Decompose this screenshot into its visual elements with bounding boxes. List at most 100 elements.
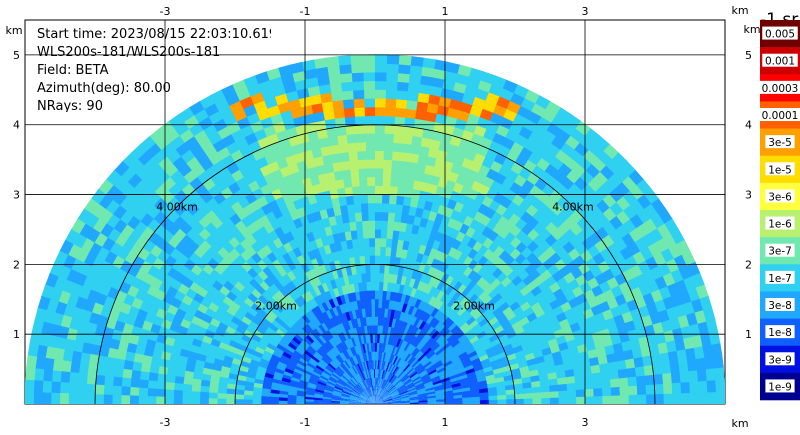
range-gate <box>382 360 386 371</box>
range-gate <box>398 257 407 268</box>
range-gate <box>330 152 341 164</box>
range-gate <box>421 345 431 354</box>
range-gate <box>337 55 352 66</box>
range-gate <box>436 349 447 358</box>
range-gate <box>226 378 238 385</box>
range-gate <box>465 315 477 326</box>
range-gate <box>435 299 444 310</box>
range-gate <box>271 248 283 260</box>
range-gate <box>260 396 271 401</box>
range-gate <box>397 370 405 379</box>
range-gate <box>359 264 366 274</box>
range-gate <box>405 342 413 353</box>
range-gate <box>303 349 313 358</box>
range-gate <box>327 135 339 147</box>
range-gate <box>210 369 221 378</box>
range-gate <box>366 281 371 291</box>
range-gate <box>427 397 437 401</box>
range-gate <box>432 359 443 367</box>
range-gate <box>400 395 410 399</box>
range-gate <box>392 309 399 320</box>
range-gate <box>478 317 489 328</box>
range-gate <box>321 282 330 293</box>
range-gate <box>376 377 378 387</box>
range-gate <box>293 235 304 248</box>
range-gate <box>412 348 421 358</box>
range-gate <box>407 82 421 93</box>
range-gate <box>393 336 400 347</box>
range-gate <box>441 379 452 385</box>
range-gate <box>356 353 362 363</box>
colorbar-tick-label: 3e-7 <box>768 246 792 258</box>
range-gate <box>353 374 361 383</box>
range-gate <box>237 320 249 331</box>
range-gate <box>420 281 429 293</box>
range-gate <box>396 72 410 83</box>
range-gate <box>305 386 316 392</box>
range-gate <box>448 373 459 380</box>
colorbar-label-bg <box>765 135 795 149</box>
range-gate <box>370 281 375 291</box>
range-gate <box>454 344 465 354</box>
range-gate <box>390 282 397 293</box>
range-gate <box>41 284 55 300</box>
range-gate <box>612 341 624 354</box>
range-gate <box>340 81 353 92</box>
range-gate <box>312 327 322 338</box>
range-gate <box>427 395 437 399</box>
range-gate <box>413 317 421 327</box>
range-gate <box>143 312 156 325</box>
range-gate <box>425 155 437 167</box>
colorbar-tick-label: 0.0001 <box>762 110 799 122</box>
range-gate <box>558 396 569 404</box>
range-gate <box>315 128 328 140</box>
range-gate <box>470 282 481 294</box>
range-gate <box>319 345 329 354</box>
range-gate <box>427 93 441 106</box>
range-gate <box>254 71 270 85</box>
y-tick-label-left: 2 <box>13 258 20 271</box>
range-gate <box>83 252 97 268</box>
range-gate <box>662 372 673 384</box>
range-gate <box>670 228 685 245</box>
range-gate <box>191 384 201 393</box>
range-gate <box>385 54 400 65</box>
range-gate <box>96 355 108 368</box>
range-gate <box>69 361 81 374</box>
range-gate <box>283 318 294 329</box>
range-gate <box>408 277 416 288</box>
range-gate <box>380 369 384 379</box>
range-gate <box>34 307 47 323</box>
range-gate <box>325 339 334 350</box>
range-gate <box>308 287 318 299</box>
range-gate <box>384 246 392 257</box>
range-gate <box>356 229 364 240</box>
range-gate <box>350 265 357 276</box>
range-gate <box>105 356 117 369</box>
range-gate <box>327 379 337 385</box>
range-gate <box>436 279 446 291</box>
range-gate <box>392 365 399 375</box>
range-gate <box>98 345 110 358</box>
range-gate <box>345 133 357 144</box>
range-gate <box>395 247 403 258</box>
range-gate <box>239 301 251 312</box>
range-gate <box>367 211 375 221</box>
range-gate <box>314 389 325 394</box>
range-gate <box>233 310 245 322</box>
range-gate <box>269 389 280 395</box>
range-gate <box>386 281 393 292</box>
range-gate <box>381 202 390 213</box>
range-gate <box>364 263 371 274</box>
range-gate <box>504 347 516 357</box>
range-gate <box>416 225 426 237</box>
range-gate <box>394 107 407 118</box>
range-gate <box>404 364 412 373</box>
range-gate <box>361 390 369 398</box>
range-gate <box>396 384 406 391</box>
range-gate <box>310 307 320 318</box>
range-gate <box>397 386 407 392</box>
range-gate <box>364 379 369 389</box>
range-gate <box>383 361 388 371</box>
range-gate <box>369 396 375 404</box>
